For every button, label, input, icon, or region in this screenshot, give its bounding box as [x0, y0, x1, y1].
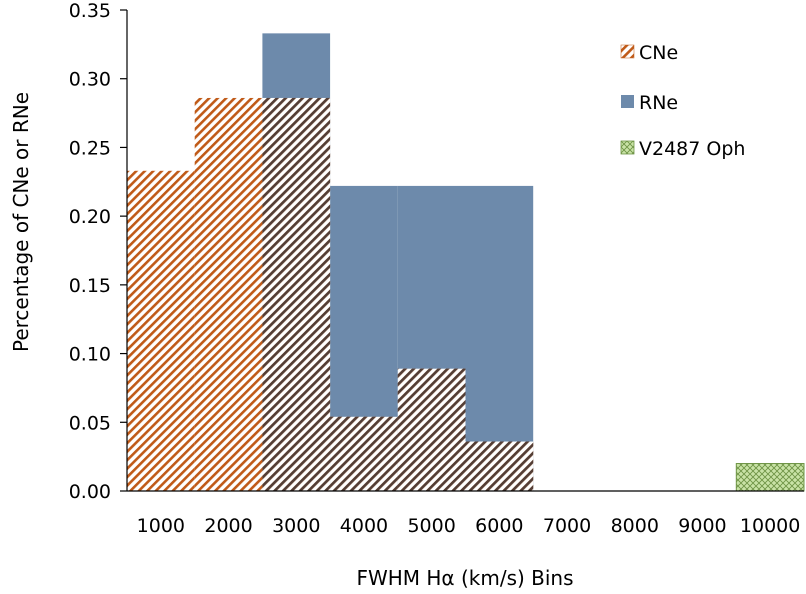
x-tick-label: 2000 — [204, 515, 252, 537]
y-axis-title: Percentage of CNe or RNe — [9, 92, 33, 352]
legend-label-cne: CNe — [639, 42, 678, 64]
y-tick-label: 0.00 — [69, 481, 111, 503]
bar-overlap-3000 — [262, 97, 331, 491]
bar-cne-2000 — [194, 97, 263, 491]
x-tick-label: 9000 — [678, 515, 726, 537]
legend: CNe RNe V2487 Oph — [620, 42, 745, 160]
x-tick-label: 6000 — [475, 515, 523, 537]
y-tick-label: 0.30 — [69, 69, 111, 91]
bar-overlap-5000 — [397, 368, 466, 491]
x-tick-label: 4000 — [340, 515, 388, 537]
x-ticks: 1000 2000 3000 4000 5000 6000 7000 8000 9000 1000… — [137, 515, 801, 537]
x-tick-label: 3000 — [272, 515, 320, 537]
legend-label-v2487: V2487 Oph — [639, 138, 745, 160]
bar-rne-6000 — [465, 185, 534, 491]
bar-overlap-4000 — [330, 416, 398, 491]
y-ticks: 0.00 0.05 0.10 0.15 0.20 0.25 0.30 0.35 — [69, 0, 127, 503]
x-axis-title: FWHM Hα (km/s) Bins — [356, 566, 573, 590]
bar-v2487-oph-10000 — [735, 463, 805, 492]
y-tick-label: 0.15 — [69, 275, 111, 297]
y-tick-label: 0.35 — [69, 0, 111, 22]
bar-cne-1000 — [127, 170, 195, 491]
bar-overlap-6000 — [465, 441, 534, 491]
y-tick-label: 0.05 — [69, 412, 111, 434]
x-tick-label: 8000 — [611, 515, 659, 537]
x-tick-label: 1000 — [137, 515, 185, 537]
y-tick-label: 0.25 — [69, 137, 111, 159]
x-tick-label: 7000 — [543, 515, 591, 537]
legend-label-rne: RNe — [639, 92, 678, 114]
bars-layer — [127, 33, 805, 492]
y-tick-label: 0.10 — [69, 344, 111, 366]
axes — [126, 10, 804, 492]
x-tick-label: 10000 — [740, 515, 800, 537]
legend-swatch-rne — [621, 95, 634, 108]
legend-swatch-cne — [620, 44, 635, 59]
x-tick-label: 5000 — [407, 515, 455, 537]
legend-swatch-v2487 — [620, 140, 635, 155]
y-tick-label: 0.20 — [69, 206, 111, 228]
